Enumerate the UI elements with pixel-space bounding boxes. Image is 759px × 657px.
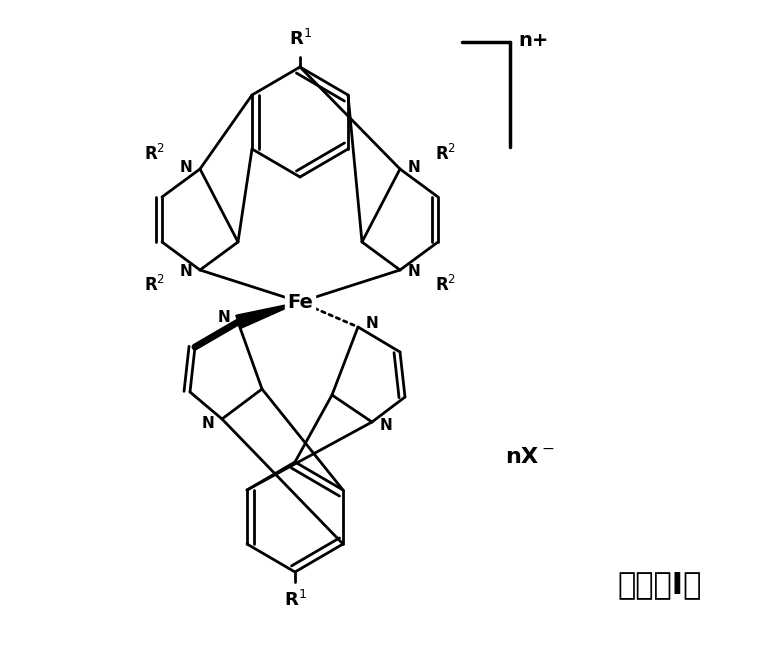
Text: N: N	[179, 265, 192, 279]
Text: N: N	[179, 160, 192, 175]
Text: Fe: Fe	[287, 292, 313, 311]
Text: R$^1$: R$^1$	[288, 29, 311, 49]
Text: R$^2$: R$^2$	[435, 144, 456, 164]
Polygon shape	[236, 302, 300, 328]
Text: 通式（I）: 通式（I）	[618, 570, 702, 599]
Text: nX$^-$: nX$^-$	[505, 447, 555, 467]
Text: R$^1$: R$^1$	[284, 590, 307, 610]
Text: R$^2$: R$^2$	[435, 275, 456, 295]
Text: N: N	[366, 315, 379, 330]
Text: N: N	[408, 265, 420, 279]
Text: n+: n+	[518, 30, 548, 49]
Text: N: N	[217, 311, 230, 325]
Text: R$^2$: R$^2$	[143, 144, 165, 164]
Text: N: N	[201, 415, 214, 430]
Text: N: N	[380, 419, 392, 434]
Text: R$^2$: R$^2$	[143, 275, 165, 295]
Text: N: N	[408, 160, 420, 175]
